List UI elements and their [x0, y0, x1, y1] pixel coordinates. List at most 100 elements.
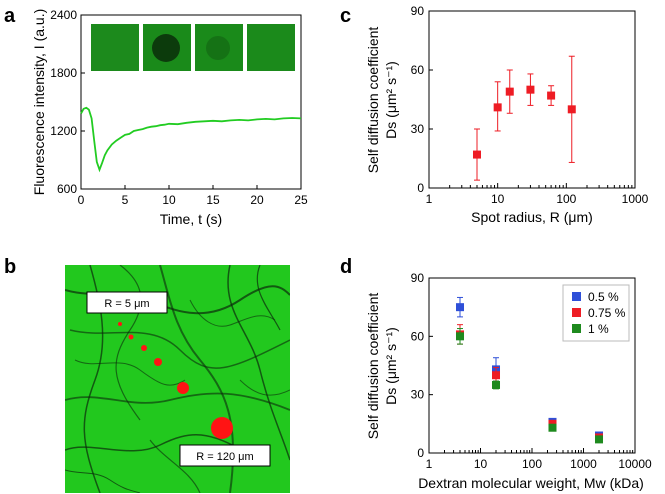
inset-image-2-dark-spot	[152, 34, 180, 62]
panel-label-c: c	[340, 5, 351, 27]
panel-c-data-points	[472, 55, 576, 181]
panel-c-plot-frame	[428, 10, 636, 189]
label-box-120um	[179, 444, 271, 467]
panel-a-y-label: Fluorescence intensity, I (a.u.)	[31, 9, 47, 195]
panel-a-x-ticks: 0 5 10 15 20 25	[78, 185, 308, 207]
fiber	[115, 265, 142, 421]
panel-d-x-label: Dextran molecular weight, Mw (kDa)	[418, 475, 644, 491]
panel-a-plot-frame	[80, 14, 302, 190]
data-point	[548, 423, 557, 432]
data-point	[505, 87, 514, 96]
fiber	[65, 434, 251, 456]
x-tick-label: 25	[294, 193, 308, 207]
x-tick-label: 10	[491, 192, 505, 206]
panel-a-fluorescence-curve	[80, 106, 302, 173]
bleach-spot-120um	[211, 417, 233, 439]
fiber	[189, 299, 276, 327]
y-tick-label: 30	[411, 388, 425, 402]
panel-d-data-points	[456, 296, 604, 444]
legend-label: 0.5 %	[588, 290, 619, 304]
panel-b: b R = 5 μm R = 12	[4, 256, 290, 493]
fiber	[65, 392, 290, 411]
inset-image-1	[91, 24, 139, 71]
bleach-spot	[154, 358, 162, 366]
fiber	[227, 265, 290, 461]
fiber	[239, 379, 290, 396]
panel-a-inset-images	[91, 24, 295, 71]
panel-a-y-ticks: 600 1200 1800 2400	[50, 8, 85, 196]
legend-label: 1 %	[588, 322, 609, 336]
panel-label-a: a	[4, 5, 16, 27]
x-tick-label: 10	[474, 457, 488, 471]
y-tick-label: 0	[417, 446, 424, 460]
panel-d-y-label-line2: Ds (μm² s⁻¹)	[383, 327, 399, 405]
data-point	[472, 150, 481, 159]
data-point	[547, 91, 556, 100]
y-tick-label: 1200	[50, 124, 77, 138]
label-120um: R = 120 μm	[196, 451, 253, 463]
panel-c-y-ticks: 0 30 60 90	[411, 4, 433, 195]
x-tick-label: 10000	[618, 457, 652, 471]
bleach-spot	[177, 382, 189, 394]
fiber	[159, 265, 235, 493]
fiber	[74, 359, 186, 386]
y-tick-label: 0	[417, 181, 424, 195]
y-tick-label: 90	[411, 271, 425, 285]
panel-a: a 0 5 10 15 20 25 600 1200 1800 2400 Time, t (s)…	[4, 5, 308, 227]
panel-d: d 1 10 100 1000 10000 0 30 60 90 0.5 % 0.75 % 1 %…	[340, 256, 652, 491]
label-5um: R = 5 μm	[104, 298, 149, 310]
panel-c-x-label: Spot radius, R (μm)	[471, 209, 593, 225]
legend-swatch	[572, 308, 581, 317]
inset-image-4	[247, 24, 295, 71]
fiber	[256, 265, 281, 331]
legend-swatch	[572, 324, 581, 333]
fiber-network	[65, 265, 290, 493]
fiber	[69, 329, 290, 369]
data-point	[456, 332, 465, 341]
panel-c-y-label-line2: Ds (μm² s⁻¹)	[383, 61, 399, 139]
x-tick-label: 1	[426, 192, 433, 206]
x-tick-label: 1000	[570, 457, 597, 471]
panel-c: c 1 10 100 1000 0 30 60 90 Spot radius, R (μm)…	[340, 4, 649, 225]
legend-label: 0.75 %	[588, 306, 626, 320]
panel-d-legend: 0.5 % 0.75 % 1 %	[562, 284, 630, 342]
y-tick-label: 60	[411, 329, 425, 343]
x-tick-label: 0	[78, 193, 85, 207]
bleach-spots	[118, 322, 233, 439]
panel-d-y-label-line1: Self diffusion coefficient	[365, 293, 381, 440]
bleach-spot	[128, 334, 134, 340]
x-tick-label: 5	[122, 193, 129, 207]
fiber	[65, 469, 141, 493]
x-tick-label: 1000	[622, 192, 649, 206]
data-point	[492, 371, 501, 380]
data-point	[526, 85, 535, 94]
x-tick-label: 100	[556, 192, 576, 206]
y-tick-label: 60	[411, 63, 425, 77]
data-point	[595, 435, 604, 444]
bleach-spot-5um	[118, 322, 122, 326]
inset-image-3-faint-spot	[206, 36, 230, 60]
x-tick-label: 1	[426, 457, 433, 471]
y-tick-label: 30	[411, 122, 425, 136]
y-tick-label: 600	[57, 182, 77, 196]
x-tick-label: 100	[522, 457, 542, 471]
bleach-spot	[141, 345, 147, 351]
legend-swatch	[572, 292, 581, 301]
panel-c-x-ticks: 1 10 100 1000	[426, 183, 649, 206]
x-tick-label: 15	[206, 193, 220, 207]
label-box-5um	[86, 291, 168, 314]
x-tick-label: 20	[250, 193, 264, 207]
fiber	[149, 439, 201, 493]
panel-label-b: b	[4, 256, 16, 278]
y-tick-label: 90	[411, 4, 425, 18]
y-tick-label: 1800	[50, 66, 77, 80]
panel-a-x-label: Time, t (s)	[160, 211, 222, 227]
panel-d-y-ticks: 0 30 60 90	[411, 271, 433, 460]
panel-c-y-label-line1: Self diffusion coefficient	[365, 27, 381, 174]
panel-label-d: d	[340, 256, 352, 278]
data-point	[493, 103, 502, 112]
x-tick-label: 10	[162, 193, 176, 207]
data-point	[567, 105, 576, 114]
data-point	[456, 303, 465, 312]
